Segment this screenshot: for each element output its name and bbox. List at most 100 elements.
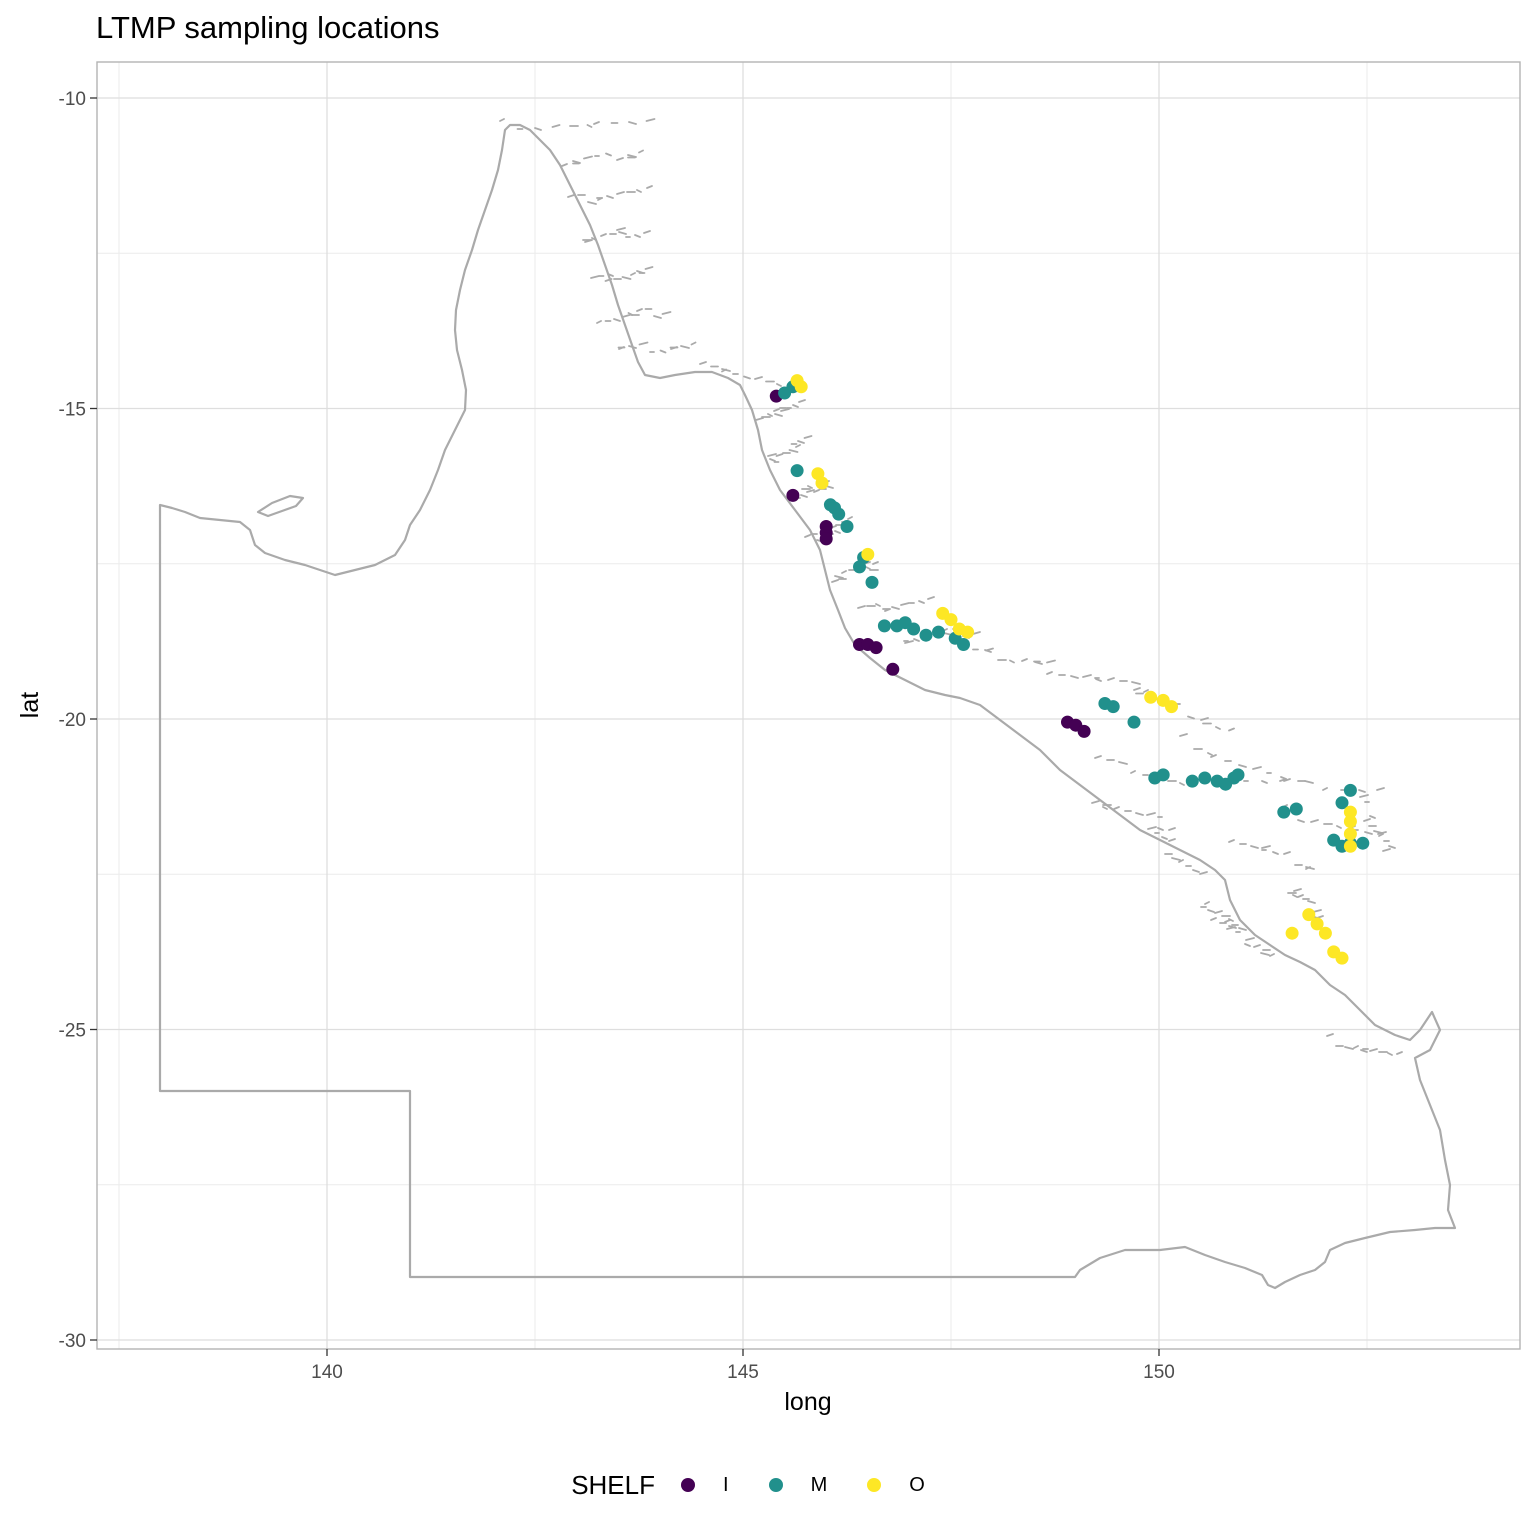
point-i — [786, 488, 800, 502]
point-m — [1343, 783, 1357, 797]
grid-major — [97, 62, 1520, 1349]
reef-mark — [638, 341, 649, 346]
reef-mark — [593, 121, 600, 125]
reef-mark — [1200, 717, 1209, 721]
reef-mark — [499, 118, 505, 122]
reef-mark — [1353, 1045, 1359, 1049]
reef-mark — [613, 318, 621, 322]
reef-mark — [1207, 909, 1215, 913]
point-o — [1343, 815, 1357, 828]
y-tick-label: -15 — [59, 400, 86, 421]
legend-key-m — [768, 1478, 783, 1492]
y-tick-label: -30 — [59, 1331, 86, 1352]
point-o — [961, 625, 975, 639]
reef-mark — [1133, 687, 1141, 691]
reef-mark — [567, 194, 575, 198]
reef-mark — [1034, 661, 1043, 665]
x-tick-label: 140 — [311, 1362, 343, 1383]
reef-mark — [1107, 677, 1115, 681]
point-o — [1343, 827, 1357, 841]
reef-mark — [1179, 733, 1188, 737]
reef-mark — [834, 530, 841, 534]
reef-mark — [605, 152, 612, 157]
reef-mark — [767, 413, 773, 417]
reef-mark — [618, 231, 627, 235]
reef-mark — [1388, 845, 1396, 849]
reef-mark — [1279, 778, 1287, 782]
reef-mark — [841, 570, 847, 574]
point-m — [1231, 768, 1245, 782]
reef-mark — [872, 561, 879, 565]
reef-mark — [803, 435, 813, 439]
reef-mark — [798, 399, 806, 403]
reef-mark — [1009, 659, 1015, 664]
reef-mark — [1297, 894, 1304, 898]
reef-mark — [634, 234, 641, 238]
reef-mark — [690, 341, 697, 346]
reef-mark — [1261, 780, 1268, 784]
point-o — [1310, 917, 1324, 931]
reef-mark — [813, 489, 820, 493]
reef-mark — [636, 308, 643, 312]
reef-mark — [775, 453, 784, 457]
reef-mark — [1210, 917, 1217, 921]
reef-mark — [638, 149, 644, 154]
legend-key-o — [867, 1478, 882, 1492]
reef-mark — [596, 320, 602, 324]
reef-mark — [1396, 1051, 1403, 1055]
reef-mark — [1215, 726, 1221, 730]
reef-mark — [927, 596, 935, 600]
point-o — [861, 547, 875, 561]
reef-mark — [804, 534, 811, 538]
point-m — [1277, 805, 1291, 819]
reef-mark — [680, 345, 690, 349]
reef-mark — [1307, 900, 1316, 904]
reef-mark — [774, 413, 783, 417]
reef-mark — [1360, 1049, 1368, 1053]
reef-mark — [600, 233, 607, 237]
reef-mark — [636, 189, 642, 193]
reef-mark — [1252, 766, 1262, 770]
panel-background — [97, 62, 1520, 1349]
reef-mark — [834, 575, 844, 579]
point-o — [1335, 951, 1349, 965]
reef-mark — [572, 160, 581, 164]
reef-mark — [644, 266, 654, 270]
point-o — [1318, 926, 1332, 940]
reef-mark — [1178, 859, 1184, 863]
reef-mark — [659, 349, 667, 354]
reef-mark — [1113, 806, 1120, 810]
reef-mark — [1293, 888, 1302, 892]
reef-mark — [1102, 806, 1108, 810]
point-i — [819, 532, 833, 546]
legend-item-m: M — [768, 1474, 827, 1497]
reef-mark — [857, 605, 866, 609]
reef-mark — [1261, 845, 1271, 849]
reef-mark — [904, 640, 914, 644]
reef-mark — [1143, 689, 1149, 693]
park-boundary-outline — [158, 123, 1457, 1290]
reef-mark — [1272, 851, 1279, 855]
reef-mark — [628, 345, 637, 349]
reef-mark — [1157, 827, 1164, 831]
reef-mark — [1304, 780, 1314, 784]
point-i — [1077, 724, 1091, 738]
point-m — [1289, 802, 1303, 816]
point-m — [957, 638, 970, 651]
reef-mark — [1171, 857, 1181, 861]
reef-mark — [1091, 800, 1100, 804]
reef-mark — [636, 270, 644, 274]
reef-mark — [1070, 675, 1079, 679]
gbr-outline — [158, 123, 1457, 1290]
reef-mark — [621, 314, 631, 318]
reef-mark — [1373, 830, 1383, 834]
point-o — [1343, 839, 1357, 853]
reef-mark — [831, 579, 839, 583]
reef-mark — [616, 157, 624, 161]
reef-mark — [534, 127, 542, 131]
reef-mark — [1094, 755, 1102, 759]
point-o — [815, 476, 829, 490]
reef-mark — [1363, 818, 1371, 822]
point-o — [794, 380, 808, 394]
reef-mark — [1292, 894, 1298, 898]
